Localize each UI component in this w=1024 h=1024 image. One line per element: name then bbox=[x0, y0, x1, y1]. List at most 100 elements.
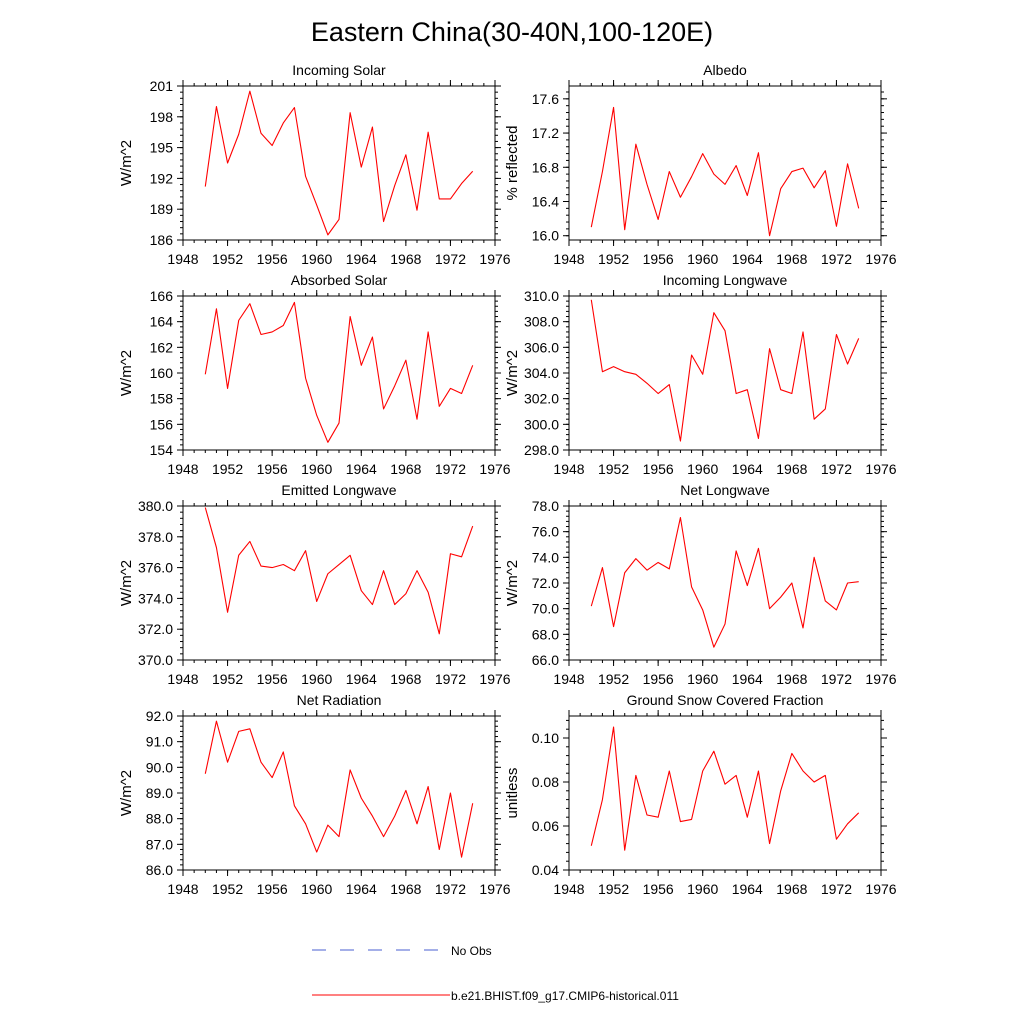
series-line-incoming-longwave bbox=[590, 299, 860, 442]
panel-albedo: Albedo % reflected 16.0 16.4 16.8 17.2 17.6 194… bbox=[504, 62, 897, 267]
panel-title: Net Radiation bbox=[297, 692, 382, 708]
x-tick-label: 1968 bbox=[776, 881, 807, 897]
x-tick-label: 1976 bbox=[865, 461, 896, 477]
series-line-absorbed-solar bbox=[204, 301, 474, 443]
y-tick-label: 300.0 bbox=[524, 416, 559, 432]
x-tick-label: 1956 bbox=[257, 671, 288, 687]
panel-incoming-longwave: Incoming Longwave W/m^2 298.0 300.0 302.0 304… bbox=[504, 272, 897, 477]
series-line-net-longwave bbox=[590, 516, 859, 648]
x-tick-label: 1952 bbox=[212, 251, 243, 267]
y-tick-label: 0.06 bbox=[532, 818, 559, 834]
series-line-net-radiation bbox=[204, 720, 474, 858]
y-axis-label: W/m^2 bbox=[118, 560, 135, 606]
y-axis-label: % reflected bbox=[504, 125, 521, 200]
panels: Incoming Solar W/m^2 186 189 192 195 198 201 194… bbox=[118, 62, 897, 897]
x-tick-label: 1964 bbox=[346, 881, 377, 897]
x-tick-label: 1968 bbox=[390, 461, 421, 477]
y-tick-label: 306.0 bbox=[524, 339, 559, 355]
panel-net-radiation: Net Radiation W/m^2 86.0 87.0 88.0 89.0 90.0 91… bbox=[118, 692, 511, 897]
x-tick-label: 1956 bbox=[257, 881, 288, 897]
y-tick-label: 370.0 bbox=[138, 652, 173, 668]
x-tick-label: 1952 bbox=[598, 671, 629, 687]
x-tick-label: 1972 bbox=[821, 881, 852, 897]
x-tick-label: 1964 bbox=[346, 461, 377, 477]
y-tick-label: 91.0 bbox=[146, 734, 173, 750]
x-tick-label: 1972 bbox=[821, 671, 852, 687]
y-axis-label: W/m^2 bbox=[118, 350, 135, 396]
y-axis-label: unitless bbox=[504, 768, 521, 819]
y-tick-label: 88.0 bbox=[146, 811, 173, 827]
panel-absorbed-solar: Absorbed Solar W/m^2 154 156 158 160 162 164 166… bbox=[118, 272, 511, 477]
x-tick-label: 1964 bbox=[732, 671, 763, 687]
x-tick-label: 1948 bbox=[553, 251, 584, 267]
panel-net-longwave: Net Longwave W/m^2 66.0 68.0 70.0 72.0 74.0 76.… bbox=[504, 482, 897, 687]
panel-ground-snow-covered-fraction: Ground Snow Covered Fraction unitless 0.04… bbox=[504, 692, 897, 897]
x-tick-label: 1968 bbox=[776, 461, 807, 477]
series-line-albedo bbox=[590, 106, 860, 237]
y-axis-label: W/m^2 bbox=[504, 560, 521, 606]
x-tick-label: 1948 bbox=[553, 461, 584, 477]
legend: No Obs b.e21.BHIST.f09_g17.CMIP6-histori… bbox=[312, 944, 679, 1003]
x-tick-label: 1960 bbox=[687, 881, 718, 897]
y-tick-label: 298.0 bbox=[524, 442, 559, 458]
x-tick-label: 1968 bbox=[390, 671, 421, 687]
x-tick-label: 1960 bbox=[301, 671, 332, 687]
y-tick-label: 87.0 bbox=[146, 836, 173, 852]
x-tick-label: 1976 bbox=[865, 881, 896, 897]
x-tick-label: 1976 bbox=[479, 671, 510, 687]
y-tick-label: 310.0 bbox=[524, 288, 559, 304]
panel-title: Ground Snow Covered Fraction bbox=[627, 692, 824, 708]
figure-title: Eastern China(30-40N,100-120E) bbox=[311, 17, 713, 47]
y-tick-label: 16.0 bbox=[532, 228, 559, 244]
y-tick-label: 304.0 bbox=[524, 365, 559, 381]
x-tick-label: 1952 bbox=[212, 461, 243, 477]
y-tick-label: 192 bbox=[150, 170, 174, 186]
x-tick-label: 1972 bbox=[435, 671, 466, 687]
x-tick-label: 1968 bbox=[776, 671, 807, 687]
y-tick-label: 68.0 bbox=[532, 626, 559, 642]
x-tick-label: 1964 bbox=[732, 251, 763, 267]
y-tick-label: 186 bbox=[150, 232, 174, 248]
x-tick-label: 1964 bbox=[732, 461, 763, 477]
y-axis-label: W/m^2 bbox=[118, 140, 135, 186]
x-tick-label: 1972 bbox=[821, 461, 852, 477]
y-tick-label: 17.6 bbox=[532, 91, 559, 107]
x-tick-label: 1960 bbox=[687, 461, 718, 477]
y-tick-label: 0.04 bbox=[532, 862, 559, 878]
y-tick-label: 74.0 bbox=[532, 549, 559, 565]
legend-model-label: b.e21.BHIST.f09_g17.CMIP6-historical.011 bbox=[451, 989, 679, 1003]
series-line-incoming-solar bbox=[204, 90, 474, 236]
x-tick-label: 1976 bbox=[865, 251, 896, 267]
y-tick-label: 156 bbox=[150, 416, 174, 432]
y-tick-label: 372.0 bbox=[138, 621, 173, 637]
panel-emitted-longwave: Emitted Longwave W/m^2 370.0 372.0 374.0 376.… bbox=[118, 482, 511, 687]
x-tick-label: 1976 bbox=[479, 881, 510, 897]
x-tick-label: 1960 bbox=[301, 461, 332, 477]
x-tick-label: 1952 bbox=[598, 881, 629, 897]
x-tick-label: 1948 bbox=[553, 671, 584, 687]
y-tick-label: 16.8 bbox=[532, 159, 559, 175]
x-tick-label: 1956 bbox=[643, 881, 674, 897]
y-tick-label: 78.0 bbox=[532, 498, 559, 514]
y-tick-label: 17.2 bbox=[532, 125, 559, 141]
panel-title: Incoming Solar bbox=[292, 62, 386, 78]
x-tick-label: 1948 bbox=[553, 881, 584, 897]
x-tick-label: 1948 bbox=[167, 881, 198, 897]
x-tick-label: 1976 bbox=[479, 251, 510, 267]
x-tick-label: 1948 bbox=[167, 461, 198, 477]
y-tick-label: 89.0 bbox=[146, 785, 173, 801]
y-tick-label: 160 bbox=[150, 365, 174, 381]
y-tick-label: 380.0 bbox=[138, 498, 173, 514]
y-tick-label: 378.0 bbox=[138, 529, 173, 545]
x-tick-label: 1948 bbox=[167, 251, 198, 267]
x-tick-label: 1968 bbox=[776, 251, 807, 267]
y-tick-label: 195 bbox=[150, 140, 174, 156]
y-tick-label: 72.0 bbox=[532, 575, 559, 591]
series-line-ground-snow-covered-fraction bbox=[590, 726, 860, 851]
x-tick-label: 1960 bbox=[687, 251, 718, 267]
y-tick-label: 90.0 bbox=[146, 759, 173, 775]
x-tick-label: 1956 bbox=[257, 251, 288, 267]
x-tick-label: 1952 bbox=[598, 461, 629, 477]
y-tick-label: 76.0 bbox=[532, 524, 559, 540]
y-tick-label: 166 bbox=[150, 288, 174, 304]
